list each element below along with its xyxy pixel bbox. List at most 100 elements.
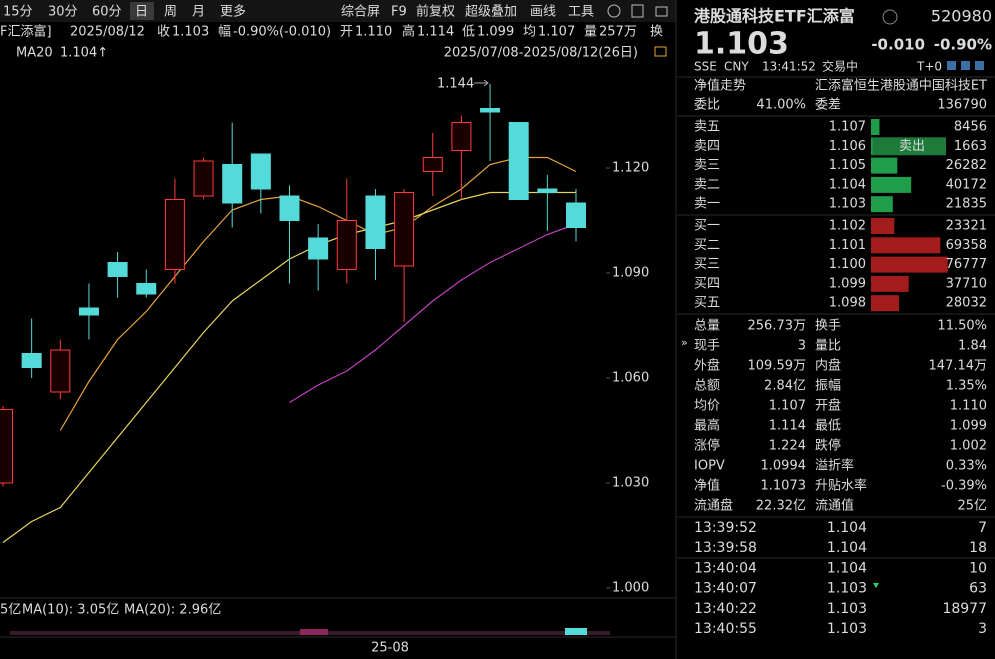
- stat-value: 1.099: [950, 419, 987, 434]
- period-tab[interactable]: 60分: [92, 5, 122, 20]
- stat-value: 25亿: [957, 499, 987, 514]
- tool-button[interactable]: F9: [391, 5, 407, 20]
- book-volume: 23321: [946, 219, 987, 234]
- sell-button[interactable]: 卖出: [899, 139, 925, 154]
- book-volume: 76777: [946, 257, 987, 272]
- date-range: 2025/07/08-2025/08/12(26日): [444, 46, 638, 61]
- stat-label: 最高: [694, 418, 720, 434]
- expand-icon[interactable]: »: [681, 336, 688, 349]
- y-tick-label: 1.000: [612, 581, 649, 596]
- candle-body: [480, 108, 501, 113]
- candle-body: [78, 307, 99, 316]
- icon-c[interactable]: [975, 61, 984, 70]
- book-label: 卖一: [694, 197, 720, 212]
- book-price: 1.107: [829, 120, 866, 135]
- stat-label: 内盘: [815, 358, 841, 374]
- y-tick-label: 1.060: [612, 371, 649, 386]
- candle-body: [136, 283, 157, 295]
- down-arrow-icon: [873, 583, 879, 588]
- t0-flag: T+0: [916, 60, 942, 74]
- trade-price: 1.104: [827, 540, 867, 556]
- stat-value: 1.84: [958, 339, 987, 354]
- price-change-pct: -0.90%: [934, 36, 992, 54]
- candle-body: [508, 122, 529, 200]
- diff-label: 委差: [815, 98, 841, 113]
- sell-highlight[interactable]: [871, 137, 946, 156]
- icon-a[interactable]: [947, 61, 956, 70]
- copy-icon[interactable]: [631, 4, 644, 18]
- stat-value: 2.84亿: [764, 379, 806, 394]
- book-price: 1.101: [829, 238, 866, 253]
- settings-icon[interactable]: [607, 4, 621, 18]
- stat-value: 1.0994: [761, 459, 807, 474]
- period-tab[interactable]: 30分: [48, 5, 78, 20]
- stat-label: 均价: [694, 399, 720, 414]
- trade-time: 13:39:52: [694, 520, 757, 536]
- icon-b[interactable]: [961, 61, 970, 70]
- period-tab[interactable]: 日: [135, 5, 148, 20]
- candle-body: [0, 409, 13, 484]
- stat-value: 256.73万: [748, 319, 807, 334]
- stat-label: IOPV: [694, 459, 725, 474]
- stat-value: 1.35%: [946, 379, 987, 394]
- info-icon[interactable]: [882, 9, 898, 25]
- candle-body: [222, 164, 243, 204]
- ma-value: 1.104↑: [60, 46, 108, 61]
- stat-label: 流通盘: [694, 498, 733, 514]
- info-label: 低: [462, 25, 475, 40]
- info-tail: 换: [650, 25, 663, 40]
- tool-button[interactable]: 前复权: [416, 4, 455, 20]
- book-volume: 1663: [954, 139, 987, 154]
- trade-volume: 18977: [942, 601, 987, 617]
- candle-body: [336, 220, 357, 270]
- stat-label: 涨停: [694, 438, 720, 454]
- book-label: 卖三: [694, 158, 720, 173]
- fund-title: 港股通科技ETF汇添富: [694, 7, 855, 26]
- trade-volume: 10: [969, 560, 987, 576]
- ma-label: MA20: [16, 46, 53, 61]
- book-volume: 40172: [946, 177, 987, 192]
- volume-label: MA(10): 3.05亿: [22, 603, 119, 618]
- price-change: -0.010: [871, 36, 925, 54]
- stat-label: 跌停: [815, 438, 841, 454]
- high-annotation: 1.144: [437, 77, 474, 92]
- trade-price: 1.103: [827, 601, 867, 617]
- stat-value: 109.59万: [748, 359, 807, 374]
- date: 2025/08/12: [70, 25, 145, 40]
- tool-button[interactable]: 画线: [530, 5, 556, 20]
- toolbar-bg: [0, 0, 676, 22]
- diff-value: 136790: [937, 98, 987, 113]
- trade-time: 13:40:07: [694, 581, 757, 597]
- market-info: 交易中: [822, 59, 858, 74]
- stat-label: 溢折率: [815, 458, 854, 474]
- period-tab[interactable]: 15分: [3, 5, 33, 20]
- book-label: 卖五: [694, 120, 720, 135]
- trade-volume: 3: [978, 621, 987, 637]
- candle-body: [308, 237, 329, 260]
- book-bar: [871, 256, 948, 273]
- market-info: SSE: [694, 60, 717, 74]
- stat-label: 总量: [694, 319, 720, 334]
- candle-body: [451, 122, 472, 151]
- book-price: 1.103: [829, 197, 866, 212]
- lock-icon[interactable]: [655, 6, 668, 17]
- period-tab[interactable]: 月: [192, 5, 205, 20]
- period-tab[interactable]: 周: [164, 5, 177, 20]
- candle-body: [193, 160, 214, 197]
- stat-value: 1.1073: [761, 479, 807, 494]
- tool-button[interactable]: 综合屏: [341, 5, 380, 20]
- trade-time: 13:40:55: [694, 621, 757, 637]
- tool-button[interactable]: 工具: [568, 5, 594, 20]
- tool-button[interactable]: 超级叠加: [465, 5, 517, 20]
- trade-price: 1.103: [827, 581, 867, 597]
- candle-body: [50, 349, 71, 393]
- lock-icon-2[interactable]: [654, 46, 667, 57]
- book-volume: 26282: [946, 158, 987, 173]
- period-tab[interactable]: 更多: [220, 4, 246, 20]
- ratio-label: 委比: [694, 98, 720, 113]
- book-price: 1.100: [829, 257, 866, 272]
- book-label: 买二: [694, 238, 720, 253]
- book-bar: [871, 138, 873, 155]
- book-price: 1.102: [829, 219, 866, 234]
- trade-volume: 7: [978, 520, 987, 536]
